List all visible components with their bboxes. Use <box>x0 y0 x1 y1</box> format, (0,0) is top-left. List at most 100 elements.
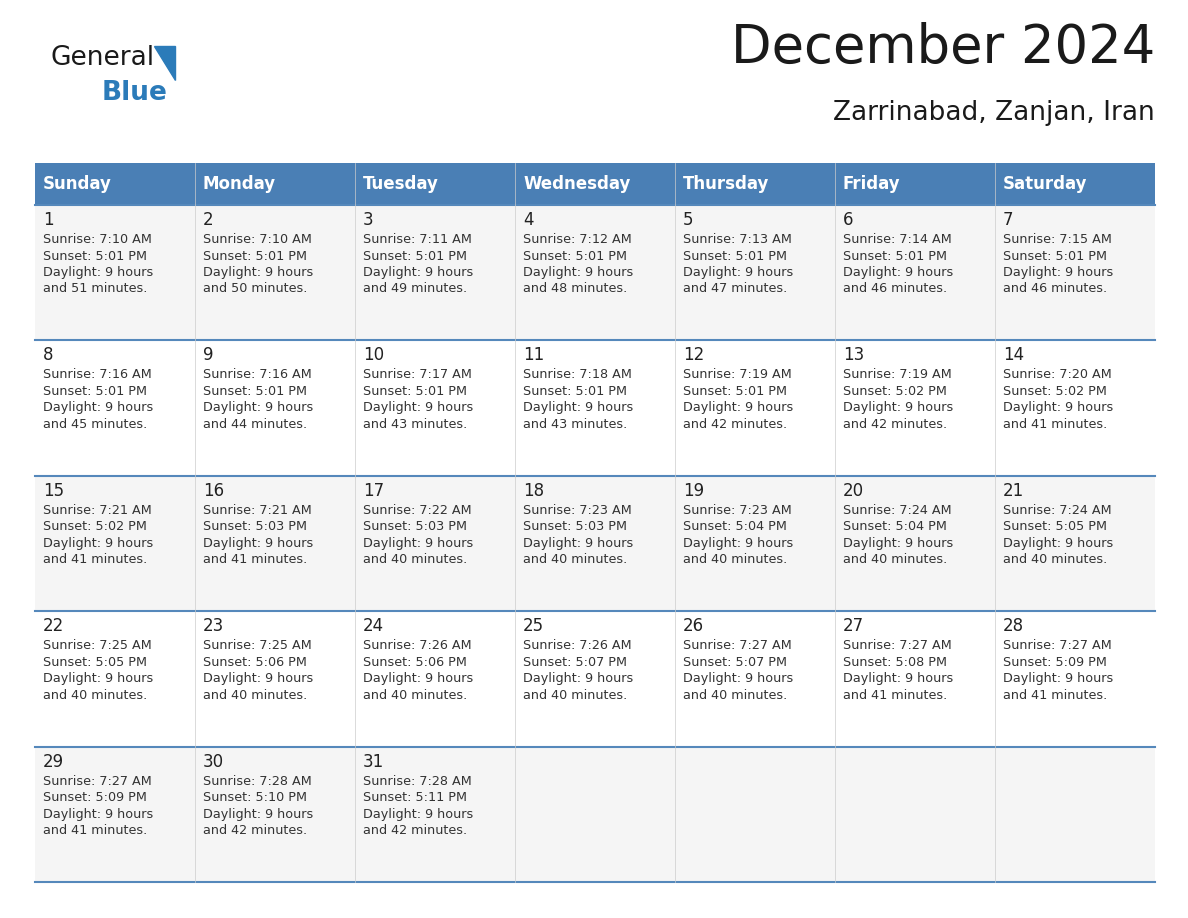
Text: 28: 28 <box>1003 617 1024 635</box>
Text: and 40 minutes.: and 40 minutes. <box>43 688 147 701</box>
Text: 20: 20 <box>843 482 864 499</box>
Text: 17: 17 <box>364 482 384 499</box>
Text: Sunrise: 7:11 AM: Sunrise: 7:11 AM <box>364 233 472 246</box>
Text: Sunset: 5:01 PM: Sunset: 5:01 PM <box>364 250 467 263</box>
Text: Daylight: 9 hours: Daylight: 9 hours <box>843 266 953 279</box>
Text: Thursday: Thursday <box>683 175 770 193</box>
Text: and 40 minutes.: and 40 minutes. <box>843 554 947 566</box>
Text: and 43 minutes.: and 43 minutes. <box>523 418 627 431</box>
Text: and 40 minutes.: and 40 minutes. <box>523 554 627 566</box>
Text: Sunset: 5:01 PM: Sunset: 5:01 PM <box>364 385 467 397</box>
Text: Sunrise: 7:28 AM: Sunrise: 7:28 AM <box>364 775 472 788</box>
Text: Saturday: Saturday <box>1003 175 1087 193</box>
Text: Sunrise: 7:12 AM: Sunrise: 7:12 AM <box>523 233 632 246</box>
Text: Daylight: 9 hours: Daylight: 9 hours <box>1003 672 1113 685</box>
Text: Sunrise: 7:13 AM: Sunrise: 7:13 AM <box>683 233 792 246</box>
Text: 4: 4 <box>523 211 533 229</box>
Text: Sunrise: 7:23 AM: Sunrise: 7:23 AM <box>523 504 632 517</box>
Text: Sunset: 5:03 PM: Sunset: 5:03 PM <box>523 521 627 533</box>
Text: Sunrise: 7:26 AM: Sunrise: 7:26 AM <box>523 639 632 652</box>
Text: 25: 25 <box>523 617 544 635</box>
Text: Daylight: 9 hours: Daylight: 9 hours <box>523 672 633 685</box>
Text: and 46 minutes.: and 46 minutes. <box>843 283 947 296</box>
Text: Daylight: 9 hours: Daylight: 9 hours <box>364 672 473 685</box>
Text: Sunset: 5:05 PM: Sunset: 5:05 PM <box>43 655 147 668</box>
Bar <box>34 476 1155 611</box>
Text: Daylight: 9 hours: Daylight: 9 hours <box>364 266 473 279</box>
Text: 3: 3 <box>364 211 373 229</box>
Text: and 45 minutes.: and 45 minutes. <box>43 418 147 431</box>
Text: 15: 15 <box>43 482 64 499</box>
Text: Monday: Monday <box>203 175 276 193</box>
Text: Sunset: 5:01 PM: Sunset: 5:01 PM <box>203 385 307 397</box>
Text: and 42 minutes.: and 42 minutes. <box>683 418 788 431</box>
Text: 13: 13 <box>843 346 864 364</box>
Text: Sunset: 5:01 PM: Sunset: 5:01 PM <box>523 385 627 397</box>
Text: Daylight: 9 hours: Daylight: 9 hours <box>683 401 794 414</box>
Text: Sunset: 5:01 PM: Sunset: 5:01 PM <box>683 250 786 263</box>
Text: and 41 minutes.: and 41 minutes. <box>43 554 147 566</box>
Text: and 42 minutes.: and 42 minutes. <box>843 418 947 431</box>
Text: Daylight: 9 hours: Daylight: 9 hours <box>523 266 633 279</box>
Text: and 41 minutes.: and 41 minutes. <box>843 688 947 701</box>
Text: and 51 minutes.: and 51 minutes. <box>43 283 147 296</box>
Text: Sunset: 5:01 PM: Sunset: 5:01 PM <box>43 250 147 263</box>
Text: and 46 minutes.: and 46 minutes. <box>1003 283 1107 296</box>
Text: and 40 minutes.: and 40 minutes. <box>364 554 467 566</box>
Text: Sunset: 5:11 PM: Sunset: 5:11 PM <box>364 791 467 804</box>
Text: and 47 minutes.: and 47 minutes. <box>683 283 788 296</box>
Text: Sunrise: 7:23 AM: Sunrise: 7:23 AM <box>683 504 791 517</box>
Text: Sunset: 5:02 PM: Sunset: 5:02 PM <box>43 521 147 533</box>
Text: 6: 6 <box>843 211 853 229</box>
Text: Sunset: 5:06 PM: Sunset: 5:06 PM <box>364 655 467 668</box>
Text: Daylight: 9 hours: Daylight: 9 hours <box>364 808 473 821</box>
Text: Sunrise: 7:22 AM: Sunrise: 7:22 AM <box>364 504 472 517</box>
Text: Sunrise: 7:21 AM: Sunrise: 7:21 AM <box>203 504 311 517</box>
Text: and 40 minutes.: and 40 minutes. <box>683 554 788 566</box>
Text: Sunset: 5:05 PM: Sunset: 5:05 PM <box>1003 521 1107 533</box>
Text: 1: 1 <box>43 211 53 229</box>
Text: 30: 30 <box>203 753 225 770</box>
Text: Sunset: 5:04 PM: Sunset: 5:04 PM <box>843 521 947 533</box>
Text: Daylight: 9 hours: Daylight: 9 hours <box>43 266 153 279</box>
Text: Daylight: 9 hours: Daylight: 9 hours <box>1003 537 1113 550</box>
Text: and 44 minutes.: and 44 minutes. <box>203 418 308 431</box>
Text: Friday: Friday <box>843 175 901 193</box>
Text: Sunset: 5:02 PM: Sunset: 5:02 PM <box>1003 385 1107 397</box>
Text: 14: 14 <box>1003 346 1024 364</box>
Text: Zarrinabad, Zanjan, Iran: Zarrinabad, Zanjan, Iran <box>833 100 1155 126</box>
Text: Sunrise: 7:18 AM: Sunrise: 7:18 AM <box>523 368 632 381</box>
Text: and 48 minutes.: and 48 minutes. <box>523 283 627 296</box>
Text: 11: 11 <box>523 346 544 364</box>
Text: Sunset: 5:06 PM: Sunset: 5:06 PM <box>203 655 307 668</box>
Text: 22: 22 <box>43 617 64 635</box>
Text: Sunrise: 7:25 AM: Sunrise: 7:25 AM <box>203 639 311 652</box>
Text: 24: 24 <box>364 617 384 635</box>
Text: Sunset: 5:08 PM: Sunset: 5:08 PM <box>843 655 947 668</box>
Text: and 41 minutes.: and 41 minutes. <box>203 554 308 566</box>
Text: Sunrise: 7:27 AM: Sunrise: 7:27 AM <box>1003 639 1112 652</box>
Text: Sunrise: 7:20 AM: Sunrise: 7:20 AM <box>1003 368 1112 381</box>
Text: Sunset: 5:03 PM: Sunset: 5:03 PM <box>203 521 307 533</box>
Text: Sunset: 5:02 PM: Sunset: 5:02 PM <box>843 385 947 397</box>
Text: Sunset: 5:10 PM: Sunset: 5:10 PM <box>203 791 307 804</box>
Text: Sunset: 5:04 PM: Sunset: 5:04 PM <box>683 521 786 533</box>
Text: Daylight: 9 hours: Daylight: 9 hours <box>523 537 633 550</box>
Text: Daylight: 9 hours: Daylight: 9 hours <box>843 672 953 685</box>
Text: and 49 minutes.: and 49 minutes. <box>364 283 467 296</box>
Text: 16: 16 <box>203 482 225 499</box>
Text: Sunset: 5:01 PM: Sunset: 5:01 PM <box>843 250 947 263</box>
Bar <box>34 341 1155 476</box>
Text: Daylight: 9 hours: Daylight: 9 hours <box>203 808 314 821</box>
Text: Sunrise: 7:10 AM: Sunrise: 7:10 AM <box>43 233 152 246</box>
Text: Daylight: 9 hours: Daylight: 9 hours <box>523 401 633 414</box>
Text: Wednesday: Wednesday <box>523 175 631 193</box>
Text: Sunday: Sunday <box>43 175 112 193</box>
Bar <box>34 746 1155 882</box>
Text: Daylight: 9 hours: Daylight: 9 hours <box>1003 401 1113 414</box>
Text: Sunset: 5:01 PM: Sunset: 5:01 PM <box>1003 250 1107 263</box>
Text: and 40 minutes.: and 40 minutes. <box>683 688 788 701</box>
Text: Sunset: 5:01 PM: Sunset: 5:01 PM <box>683 385 786 397</box>
Text: 18: 18 <box>523 482 544 499</box>
Text: Sunrise: 7:15 AM: Sunrise: 7:15 AM <box>1003 233 1112 246</box>
